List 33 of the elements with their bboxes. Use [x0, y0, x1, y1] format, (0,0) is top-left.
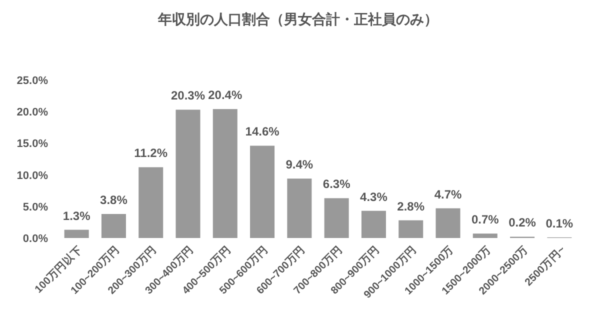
y-tick-label: 0.0% [22, 233, 48, 245]
y-tick-label: 20.0% [16, 106, 48, 119]
data-label: 0.7% [471, 212, 500, 227]
data-label: 2.8% [397, 199, 425, 214]
bar [324, 198, 349, 238]
data-label: 3.8% [100, 192, 128, 207]
data-label: 4.7% [434, 187, 462, 202]
bar [64, 230, 89, 238]
data-label: 4.3% [360, 190, 388, 204]
y-tick-label: 25.0% [16, 75, 48, 87]
data-label: 20.4% [208, 88, 242, 102]
bar [436, 208, 460, 238]
bar [250, 146, 275, 238]
data-label: 0.1% [546, 216, 574, 230]
data-label: 9.4% [286, 158, 314, 172]
data-label: 6.3% [322, 177, 351, 192]
bar [138, 167, 164, 238]
bar [212, 109, 238, 238]
y-tick-label: 5.0% [22, 201, 48, 214]
data-label: 0.2% [508, 216, 536, 230]
data-label: 1.3% [62, 208, 91, 223]
y-tick-label: 10.0% [16, 170, 48, 182]
bar [176, 110, 200, 238]
bar [361, 210, 386, 238]
bar [287, 178, 312, 238]
y-tick-label: 15.0% [16, 138, 48, 150]
data-label: 11.2% [134, 146, 168, 160]
bar [101, 214, 126, 238]
bar [472, 234, 498, 238]
chart-title: 年収別の人口割合（男女合計・正社員のみ） [157, 11, 438, 27]
data-label: 14.6% [245, 124, 280, 139]
data-label: 20.3% [170, 88, 206, 103]
bar [398, 220, 424, 238]
